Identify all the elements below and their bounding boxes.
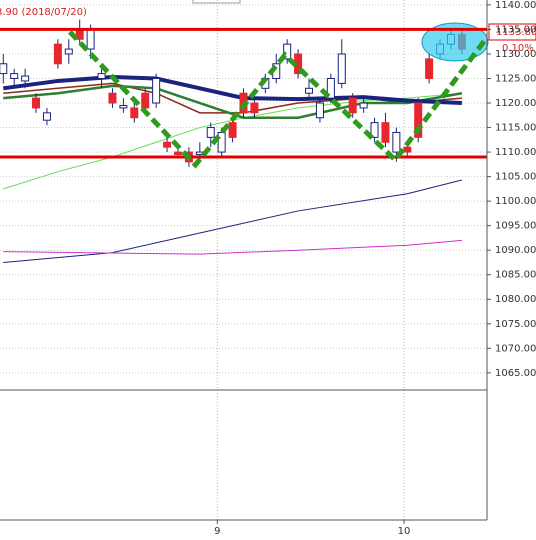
candle-body — [10, 73, 19, 79]
candle-body — [0, 63, 8, 75]
price-label: 1133.80 — [496, 27, 536, 38]
candle-body — [381, 122, 390, 143]
candle-body — [414, 102, 423, 138]
candle-body — [53, 43, 62, 65]
candle-body — [86, 28, 95, 50]
y-tick-label: 1095.00 — [495, 221, 536, 232]
y-tick-label: 1125.00 — [495, 73, 536, 84]
moving-average-line — [3, 75, 462, 106]
y-tick-label: 1090.00 — [495, 245, 536, 256]
y-tick-label: 1080.00 — [495, 294, 536, 305]
candle-body — [152, 77, 161, 104]
x-tick-label: 9 — [214, 526, 220, 537]
change-label: 0.10% — [502, 43, 534, 54]
plot-area — [0, 19, 466, 263]
highlight-ellipse — [421, 22, 489, 62]
candle-body — [392, 131, 401, 153]
trend-zigzag — [68, 30, 487, 169]
candle-body — [32, 97, 41, 109]
candle-body — [21, 75, 30, 82]
candle-body — [217, 131, 226, 153]
candle-body — [141, 92, 150, 109]
candle-body — [359, 102, 368, 109]
candle-body — [370, 122, 379, 138]
y-tick-label: 1130.00 — [495, 49, 536, 60]
y-tick-label: 1110.00 — [495, 147, 536, 158]
candle-body — [228, 122, 237, 138]
candle-body — [42, 112, 51, 121]
candle-body — [283, 43, 292, 60]
y-tick-label: 1075.00 — [495, 319, 536, 330]
tooltip-edge — [192, 0, 241, 4]
candle-body — [403, 146, 412, 153]
y-tick-label: 1065.00 — [495, 368, 536, 379]
moving-average-line — [3, 239, 462, 255]
candle-body — [337, 53, 346, 84]
y-tick-label: 1085.00 — [495, 270, 536, 281]
candle-body — [130, 107, 139, 119]
candle-body — [64, 48, 73, 55]
candle-body — [206, 127, 215, 138]
candle-body — [108, 92, 117, 104]
y-tick-label: 1070.00 — [495, 343, 536, 354]
y-tick-label: 1135.00 — [495, 24, 536, 35]
y-tick-label: 1115.00 — [495, 123, 536, 134]
y-tick-label: 1140.00 — [495, 0, 536, 11]
y-tick-label: 1120.00 — [495, 98, 536, 109]
x-tick-label: 10 — [398, 526, 411, 537]
candle-body — [97, 73, 106, 79]
price-box — [488, 23, 536, 41]
candle-body — [315, 102, 324, 119]
y-tick-label: 1100.00 — [495, 196, 536, 207]
candle-body — [119, 104, 128, 109]
candle-body — [305, 87, 314, 94]
candle-body — [326, 77, 335, 99]
overlay — [0, 27, 487, 169]
candle-body — [163, 141, 172, 148]
candle-body — [173, 151, 182, 156]
candle-body — [250, 102, 259, 114]
y-tick-label: 1105.00 — [495, 172, 536, 183]
moving-average-line — [3, 84, 463, 119]
header-label: 3.90 (2018/07/20) — [0, 7, 87, 18]
candle-body — [425, 58, 434, 79]
candle-body — [348, 97, 357, 114]
moving-average-line — [3, 179, 463, 263]
